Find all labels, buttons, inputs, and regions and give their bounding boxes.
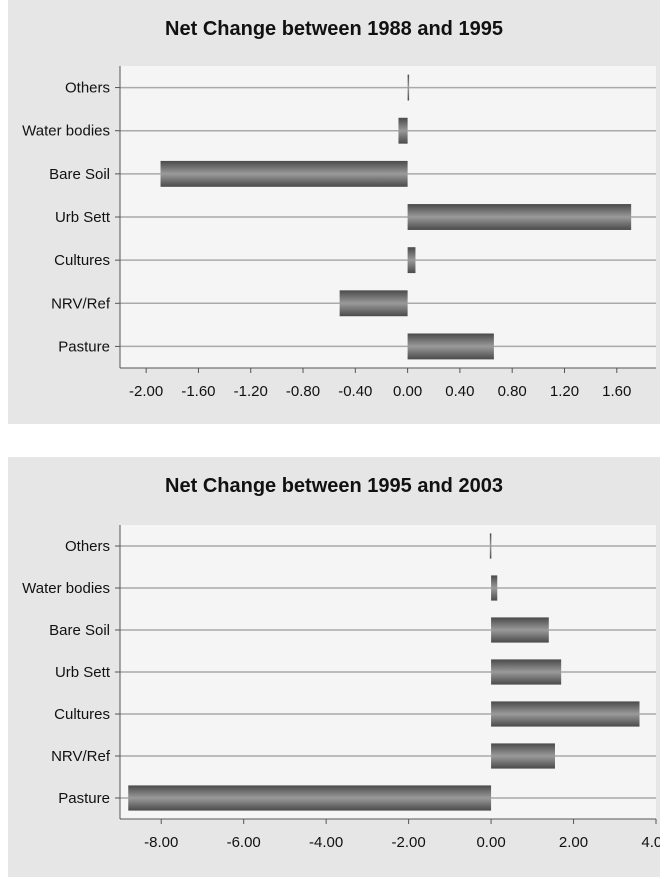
category-label: Water bodies (22, 580, 110, 597)
x-tick-label: 0.00 (476, 834, 505, 851)
category-label: Cultures (54, 706, 110, 723)
bar-urb-sett (491, 659, 562, 685)
bar-nrv-ref (491, 743, 555, 769)
bar-water-bodies (491, 575, 498, 601)
x-tick-label: -2.00 (392, 834, 426, 851)
x-tick-label: -1.20 (234, 383, 268, 400)
category-label: Water bodies (22, 123, 110, 140)
chart-panel-1995-2003: Net Change between 1995 and 2003 Others W… (8, 457, 660, 877)
bar-chart-1995-2003: Others Water bodies Bare Soil Urb Sett Cultu… (22, 525, 660, 851)
x-tick-label: 0.80 (498, 383, 527, 400)
x-tick-label: -0.40 (338, 383, 372, 400)
chart-title: Net Change between 1988 and 1995 (165, 18, 503, 40)
bar-pasture (128, 785, 492, 811)
category-label: Cultures (54, 252, 110, 269)
category-label: Urb Sett (55, 209, 111, 226)
bar-cultures (491, 701, 640, 727)
x-tick-label: -6.00 (227, 834, 261, 851)
category-label: NRV/Ref (51, 295, 111, 312)
category-label: NRV/Ref (51, 748, 111, 765)
x-tick-label: -0.80 (286, 383, 320, 400)
category-label: Bare Soil (49, 622, 110, 639)
bar-pasture (407, 333, 494, 360)
x-tick-label: -1.60 (181, 383, 215, 400)
x-tick-label: 1.60 (602, 383, 631, 400)
x-tick-label: -8.00 (144, 834, 178, 851)
bar-others (407, 74, 410, 101)
x-tick-label: 1.20 (550, 383, 579, 400)
category-label: Others (65, 80, 110, 97)
category-label: Bare Soil (49, 166, 110, 183)
x-tick-label: -4.00 (309, 834, 343, 851)
category-label: Pasture (58, 338, 110, 355)
x-tick-label: 2.00 (559, 834, 588, 851)
bar-cultures (407, 247, 416, 274)
bar-water-bodies (398, 117, 408, 144)
bar-urb-sett (407, 204, 632, 230)
category-label: Urb Sett (55, 664, 111, 681)
bar-others (489, 533, 492, 559)
bar-nrv-ref (339, 290, 408, 317)
bar-bare-soil (160, 160, 408, 187)
x-tick-label: 0.00 (393, 383, 422, 400)
chart-panel-1988-1995: Net Change between 1988 and 1995 Others W… (8, 0, 660, 424)
x-tick-label: 4.00 (641, 834, 660, 851)
category-label: Pasture (58, 790, 110, 807)
category-label: Others (65, 538, 110, 555)
x-tick-label: -2.00 (129, 383, 163, 400)
chart-title: Net Change between 1995 and 2003 (165, 475, 503, 497)
bar-bare-soil (491, 617, 549, 643)
x-tick-label: 0.40 (445, 383, 474, 400)
bar-chart-1988-1995: Others Water bodies Bare Soil Urb Sett Cultu… (22, 66, 656, 400)
